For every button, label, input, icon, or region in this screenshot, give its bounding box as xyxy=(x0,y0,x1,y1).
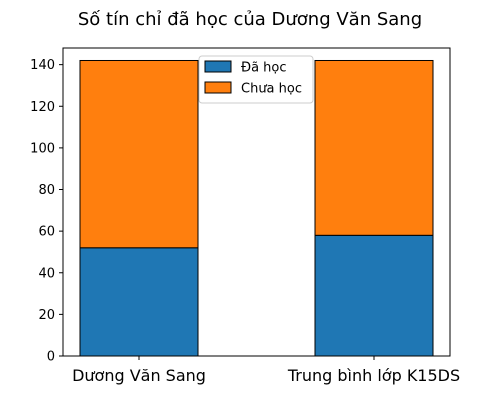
legend-label-da-hoc: Đã học xyxy=(241,61,287,76)
y-tick-label-0: 0 xyxy=(47,350,55,365)
chart-title: Số tín chỉ đã học của Dương Văn Sang xyxy=(78,9,422,30)
legend: Đã học Chưa học xyxy=(198,55,314,104)
y-tick-label-120: 120 xyxy=(30,100,55,115)
legend-swatch-da-hoc xyxy=(204,60,232,73)
bar-chua-hoc-duong-van-sang xyxy=(79,59,199,249)
y-tick-label-140: 140 xyxy=(30,58,55,73)
x-tick-label-duong-van-sang: Dương Văn Sang xyxy=(72,366,206,385)
bar-da-hoc-trung-binh-lop-k15ds xyxy=(314,234,434,357)
plot-frame xyxy=(62,47,451,357)
bar-da-hoc-duong-van-sang xyxy=(79,247,199,357)
legend-label-chua-hoc: Chưa học xyxy=(241,82,302,97)
x-tick-label-trung-binh-lop-k15ds: Trung bình lớp K15DS xyxy=(287,366,460,385)
y-tick-label-60: 60 xyxy=(38,225,55,240)
axes-layer: 0 20 40 60 80 100 120 140 Dương Văn Sang Trung bì… xyxy=(30,47,460,385)
bars-layer xyxy=(79,59,434,357)
y-tick-label-100: 100 xyxy=(30,141,55,156)
y-tick-label-20: 20 xyxy=(38,308,55,323)
bar-chua-hoc-trung-binh-lop-k15ds xyxy=(314,59,434,236)
y-tick-label-80: 80 xyxy=(38,183,55,198)
legend-swatch-chua-hoc xyxy=(204,81,232,94)
y-tick-label-40: 40 xyxy=(38,266,55,281)
